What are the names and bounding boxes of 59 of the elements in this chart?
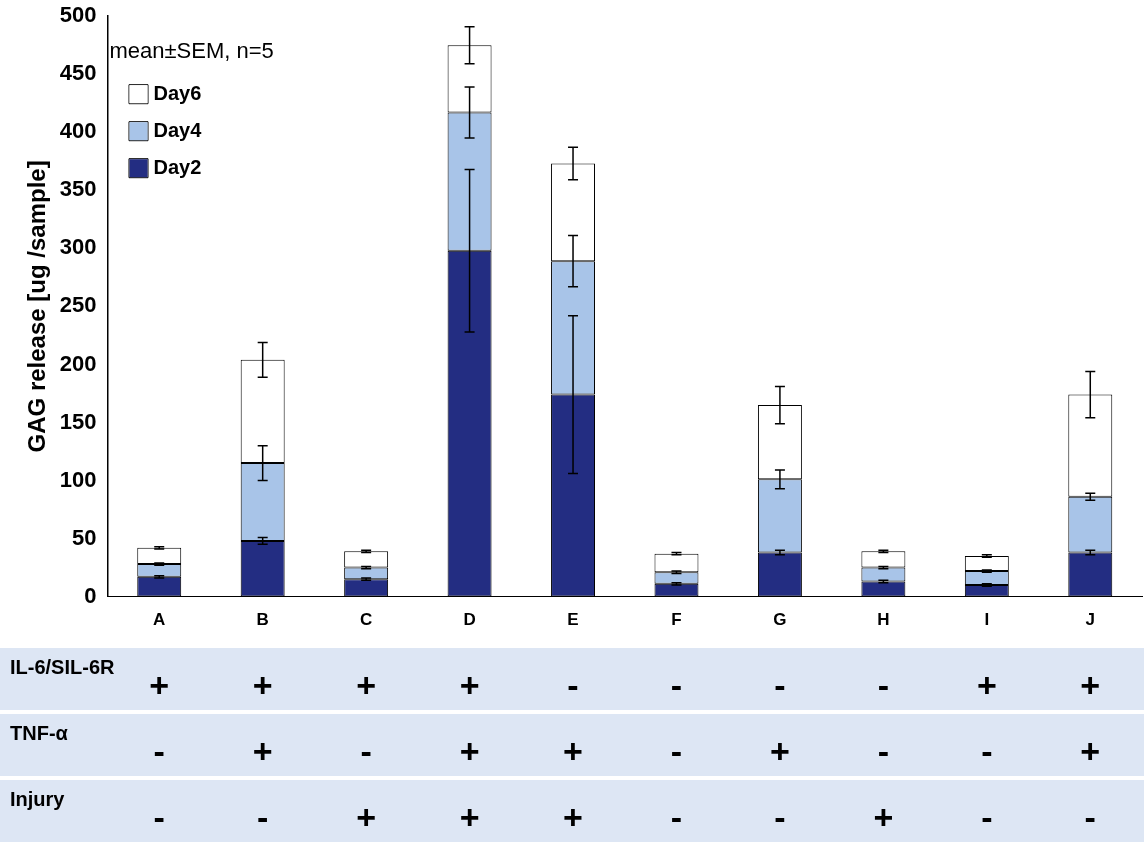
text: + [356,666,377,705]
text: - [670,732,683,771]
y-tick-label: 300 [59,234,97,260]
text: - [877,666,890,705]
y-tick-label: 450 [59,60,97,86]
x-tick-label: G [773,610,787,630]
text: + [252,732,273,771]
text: - [257,798,269,837]
y-tick-label: 150 [59,408,97,434]
x-tick-label: A [153,610,166,630]
text: - [774,666,786,705]
text: + [873,798,894,837]
text: - [567,666,579,705]
x-tick-label: B [256,610,269,630]
legend-label: Day4 [153,118,203,141]
text: - [670,798,683,837]
text: + [252,666,273,705]
text: + [976,666,997,705]
y-tick-label: 400 [59,118,97,144]
y-tick-label: 250 [59,292,97,318]
text: + [1080,732,1101,771]
text: + [459,666,480,705]
y-tick-label: 500 [59,2,97,28]
text: - [1084,798,1096,837]
text: - [981,732,993,771]
text: - [981,798,993,837]
text: IL-6/SIL-6R [10,656,115,679]
legend-label: Day2 [153,155,202,178]
x-tick-label: H [877,610,890,630]
y-axis-title: GAG release [ug /sample] [23,160,51,453]
text: - [153,798,165,837]
x-tick-label: F [671,610,682,630]
text: + [149,666,170,705]
text: + [459,732,480,771]
text: + [563,798,583,837]
y-tick-label: 350 [59,176,97,202]
y-tick-label: 100 [59,466,97,492]
text: Injury [10,788,65,811]
text: - [774,798,786,837]
text: - [670,666,683,705]
x-tick-label: E [567,610,579,630]
x-tick-label: I [984,610,990,630]
text: + [356,798,377,837]
annotation: mean±SEM, n=5 [109,38,274,64]
y-tick-label: 50 [72,524,97,550]
text: TNF-α [10,722,68,745]
x-tick-label: J [1085,610,1096,630]
x-tick-label: C [359,610,373,630]
text: + [1080,666,1101,705]
text: + [459,798,480,837]
legend-label: Day6 [153,81,202,104]
text: - [877,732,890,771]
y-tick-label: 200 [59,350,97,376]
x-tick-label: D [463,610,476,630]
y-tick-label: 0 [84,582,97,608]
text: + [769,732,790,771]
text: - [360,732,372,771]
text: + [563,732,583,771]
text: - [153,732,165,771]
